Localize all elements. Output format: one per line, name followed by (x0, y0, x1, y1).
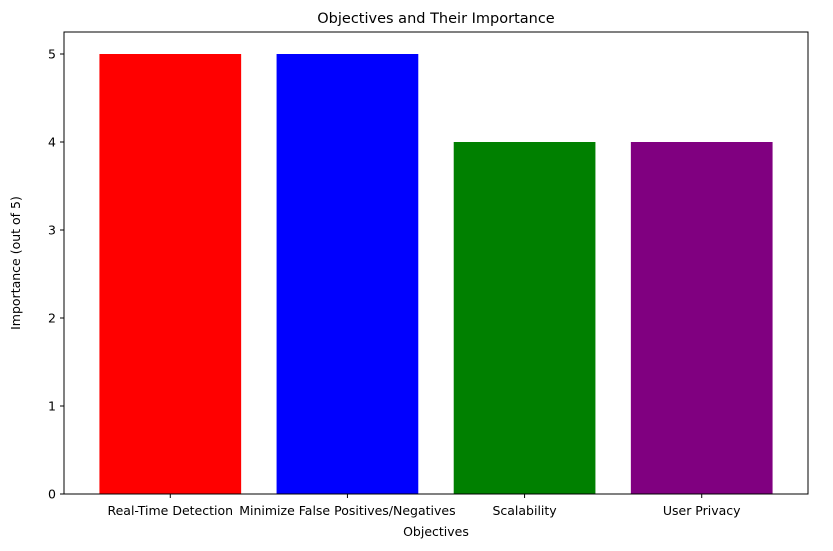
bar-0 (99, 54, 242, 494)
ticks-layer: Real-Time Detection Minimize False Positi… (48, 47, 741, 519)
x-tick-label-3: User Privacy (663, 503, 741, 518)
plot-area-frame (63, 31, 809, 495)
x-tick-label-0: Real-Time Detection (107, 503, 233, 518)
y-tick-label-5: 5 (48, 47, 56, 62)
bars-layer (99, 54, 773, 494)
y-tick-label-1: 1 (48, 399, 56, 414)
y-tick-label-0: 0 (48, 487, 56, 502)
bar-2 (453, 142, 596, 494)
x-tick-label-1: Minimize False Positives/Negatives (239, 503, 455, 518)
chart-title: Objectives and Their Importance (317, 11, 555, 27)
y-tick-label-3: 3 (48, 223, 56, 238)
bar-1 (276, 54, 419, 494)
bar-3 (630, 142, 773, 494)
x-tick-label-2: Scalability (492, 503, 557, 518)
y-axis-label: Importance (out of 5) (8, 196, 23, 330)
x-axis-label: Objectives (403, 524, 469, 539)
y-tick-label-4: 4 (48, 135, 56, 150)
y-tick-label-2: 2 (48, 311, 56, 326)
